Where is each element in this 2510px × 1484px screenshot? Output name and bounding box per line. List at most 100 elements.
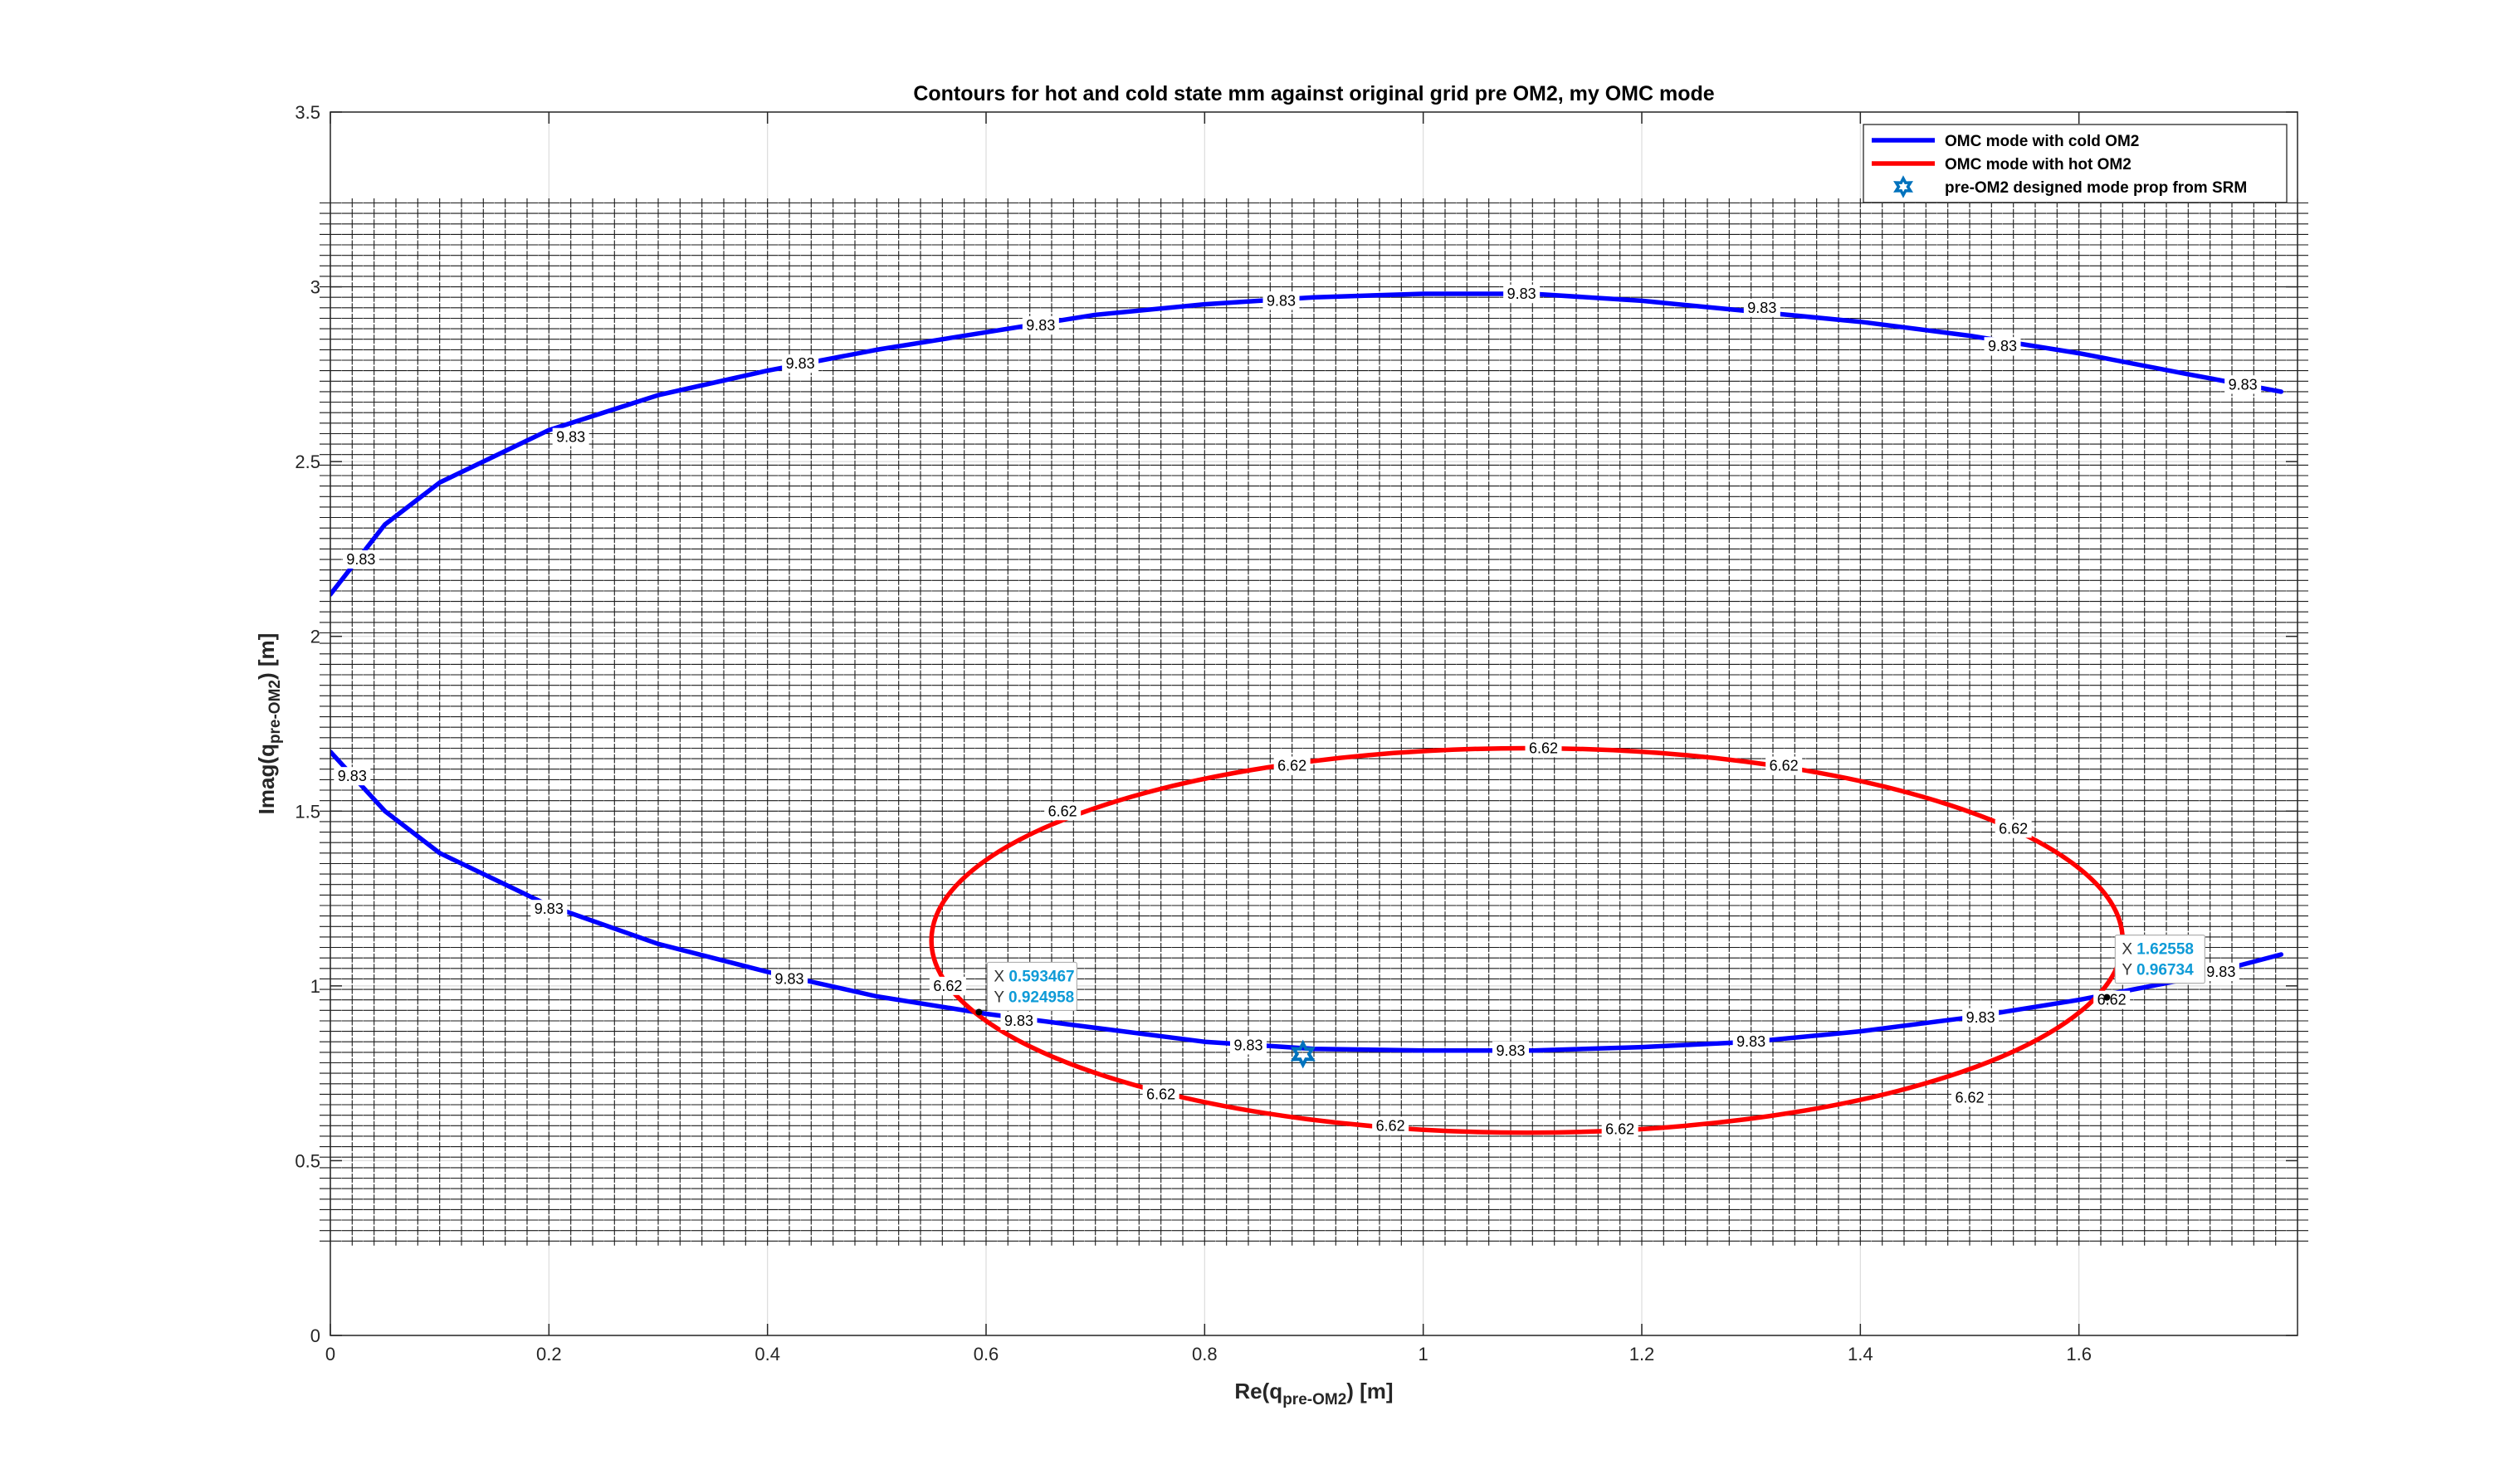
- y-tick-label: 0.5: [295, 1150, 320, 1171]
- hot-contour-label: 6.62: [1273, 756, 1311, 775]
- plot-area: 9.83 9.83 9.83 9.83 9.83 9.83 9.83 9.83 9.83 9.83…: [320, 111, 2308, 1336]
- cold-contour-label-bg: [1022, 315, 1059, 334]
- hot-contour-label-text: 6.62: [1277, 758, 1306, 774]
- cold-contour-label: 9.83: [552, 427, 589, 447]
- cold-contour-label-bg: [782, 354, 819, 373]
- datatip-y-value: 0.924958: [1008, 989, 1074, 1006]
- hot-contour-label-bg: [1372, 1116, 1409, 1135]
- cold-contour-label-text: 9.83: [1004, 1013, 1033, 1029]
- hot-contour-label-bg: [1765, 756, 1803, 775]
- hot-contour-label-text: 6.62: [1376, 1117, 1405, 1134]
- cold-contour-label-bg: [334, 767, 371, 786]
- cold-contour-label: 9.83: [1732, 1032, 1770, 1052]
- y-axis-label-subscript: pre-OM2: [266, 680, 284, 744]
- legend-entry: OMC mode with cold OM2: [1872, 133, 2139, 150]
- y-tick-label: 3.5: [295, 102, 320, 123]
- x-tick-label: 0: [325, 1344, 335, 1364]
- cold-contour-label-bg: [530, 900, 568, 919]
- datatip-y: Y 0.96734: [2122, 962, 2194, 979]
- x-axis-label: Re(qpre-OM2) [m]: [1234, 1379, 1393, 1408]
- hot-contour-label-text: 6.62: [1605, 1121, 1634, 1138]
- datatip-x: X 0.593467: [994, 968, 1074, 985]
- cold-contour-label: 9.83: [1743, 298, 1780, 317]
- cold-contour-label-text: 9.83: [1736, 1033, 1765, 1050]
- cold-contour-label-text: 9.83: [1988, 338, 2017, 354]
- hot-contour-label-text: 6.62: [2097, 992, 2127, 1008]
- hot-contour-label-text: 6.62: [1999, 820, 2028, 837]
- x-tick-label: 1: [1419, 1344, 1428, 1364]
- legend-star-icon: [1893, 175, 1913, 198]
- cold-contour-label: 9.83: [1492, 1041, 1529, 1060]
- cold-contour-label-bg: [2224, 375, 2262, 394]
- hot-contour-label-bg: [1273, 756, 1311, 775]
- axes-box: [330, 111, 2298, 1336]
- hot-contour-label-bg: [2093, 990, 2131, 1009]
- hot-contour-label: 6.62: [1995, 819, 2032, 838]
- hot-contour-label-text: 6.62: [1529, 740, 1558, 756]
- hot-contour-label-bg: [1142, 1085, 1179, 1104]
- cold-contour-label: 9.83: [530, 900, 568, 919]
- cold-contour-label: 9.83: [782, 354, 819, 373]
- cold-contour-label-bg: [1503, 284, 1541, 303]
- cold-contour-label-text: 9.83: [774, 970, 803, 987]
- datatip-x-label: X: [2122, 941, 2136, 959]
- datatip-x-value: 1.62558: [2136, 941, 2194, 959]
- cold-contour-label-bg: [1984, 337, 2021, 356]
- hot-contour-label-bg: [1951, 1088, 1988, 1107]
- cold-contour-label-text: 9.83: [1233, 1037, 1262, 1053]
- y-tick-label: 2.5: [295, 452, 320, 472]
- hot-contour-label: 6.62: [2093, 990, 2131, 1009]
- cold-contour-label-text: 9.83: [1496, 1042, 1525, 1059]
- cold-contour-label-text: 9.83: [556, 429, 585, 446]
- hot-contour-label-text: 6.62: [1146, 1086, 1175, 1102]
- cold-contour-label-bg: [1492, 1041, 1529, 1060]
- cold-contour-label-text: 9.83: [338, 768, 367, 784]
- y-tick-label: 1: [310, 976, 320, 997]
- cold-contour-label-bg: [342, 550, 379, 569]
- hot-contour-label-bg: [1601, 1120, 1638, 1139]
- pre-om2-star-marker: [1290, 1039, 1316, 1069]
- hot-contour-label: 6.62: [1951, 1088, 1988, 1107]
- datatip-y-value: 0.96734: [2136, 962, 2194, 979]
- cold-contour-label-text: 9.83: [786, 355, 815, 372]
- datatip-point: [2103, 993, 2111, 1001]
- hot-contour-label: 6.62: [1372, 1116, 1409, 1135]
- legend-box: [1863, 124, 2288, 203]
- cold-contour-label: 9.83: [1984, 337, 2021, 356]
- legend: OMC mode with cold OM2 OMC mode with hot …: [1863, 124, 2288, 203]
- cold-contour-label-bg: [1262, 291, 1300, 310]
- hot-contour-label-text: 6.62: [933, 978, 962, 994]
- hot-contour-label-bg: [1044, 802, 1082, 821]
- cold-contour-label-bg: [771, 969, 808, 989]
- cold-contour-label: 9.83: [2202, 963, 2239, 982]
- hot-contour-label: 6.62: [1765, 756, 1803, 775]
- x-tick-label: 0.2: [536, 1344, 562, 1364]
- cold-contour-label-bg: [1230, 1036, 1267, 1055]
- cold-contour-label-text: 9.83: [1026, 317, 1055, 334]
- datatip-x: X 1.62558: [2122, 941, 2194, 959]
- hot-contour-label-bg: [1995, 819, 2032, 838]
- x-tick-label: 0.4: [754, 1344, 780, 1364]
- hot-contour-label-text: 6.62: [1048, 803, 1077, 819]
- cold-contour-label: 9.83: [1503, 284, 1541, 303]
- hot-contour-label: 6.62: [929, 976, 966, 995]
- cold-contour-label: 9.83: [1000, 1011, 1038, 1030]
- cold-contour-label-text: 9.83: [1747, 300, 1776, 316]
- cold-contour-label: 9.83: [1262, 291, 1300, 310]
- hot-contour-label-bg: [929, 976, 966, 995]
- cold-contour-label-text: 9.83: [535, 901, 564, 917]
- cold-contour-label-bg: [2202, 963, 2239, 982]
- hot-contour-label-text: 6.62: [1770, 758, 1799, 774]
- y-axis-label: Imag(qpre-OM2) [m]: [254, 633, 284, 815]
- x-tick-label: 0.8: [1192, 1344, 1218, 1364]
- datatip-x-label: X: [994, 968, 1008, 985]
- datatip-y-label: Y: [2122, 962, 2136, 979]
- legend-label: pre-OM2 designed mode prop from SRM: [1945, 179, 2247, 197]
- hot-contour-label: 6.62: [1601, 1120, 1638, 1139]
- x-axis-label-main: Re(q: [1234, 1379, 1282, 1403]
- x-axis-label-subscript: pre-OM2: [1282, 1391, 1346, 1408]
- legend-entry: pre-OM2 designed mode prop from SRM: [1893, 175, 2247, 198]
